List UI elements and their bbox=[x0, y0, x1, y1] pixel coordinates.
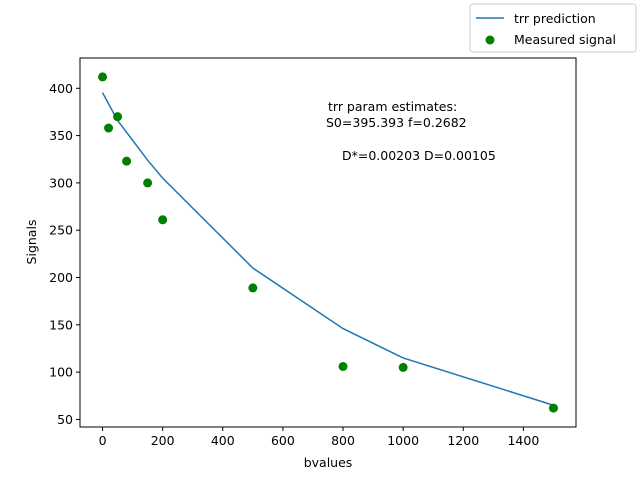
measured-point bbox=[338, 361, 348, 371]
axes-frame bbox=[79, 57, 577, 428]
y-tick-label: 50 bbox=[57, 412, 73, 427]
y-tick-label: 100 bbox=[49, 365, 73, 380]
x-axis-label: bvalues bbox=[304, 455, 353, 470]
annotation-line-2: S0=395.393 f=0.2682 bbox=[326, 115, 467, 130]
y-tick-label: 300 bbox=[49, 175, 73, 190]
x-tick-label: 200 bbox=[151, 433, 175, 448]
measured-point bbox=[104, 123, 114, 133]
x-tick-label: 1000 bbox=[387, 433, 419, 448]
x-tick-label: 1400 bbox=[507, 433, 539, 448]
legend-label-prediction: trr prediction bbox=[514, 11, 596, 26]
measured-point bbox=[98, 72, 108, 82]
legend: trr prediction Measured signal bbox=[469, 3, 637, 53]
x-tick-label: 600 bbox=[271, 433, 295, 448]
y-axis-label: Signals bbox=[24, 220, 39, 265]
ticks-layer: 0 200 400 600 800 1000 1200 1400 50 100 150 200 250 3… bbox=[49, 81, 539, 448]
measured-point bbox=[113, 112, 123, 122]
y-tick-label: 150 bbox=[49, 317, 73, 332]
measured-point bbox=[248, 283, 258, 293]
legend-label-measured: Measured signal bbox=[514, 32, 616, 47]
measured-point bbox=[122, 156, 132, 166]
annotation-line-1: trr param estimates: bbox=[328, 99, 457, 114]
y-tick-label: 200 bbox=[49, 270, 73, 285]
annotation-line-3: D*=0.00203 D=0.00105 bbox=[342, 148, 496, 163]
measured-point bbox=[158, 215, 168, 225]
y-tick-label: 400 bbox=[49, 81, 73, 96]
measured-point bbox=[143, 178, 153, 188]
x-tick-label: 400 bbox=[211, 433, 235, 448]
measured-point bbox=[548, 403, 558, 413]
x-tick-label: 1200 bbox=[447, 433, 479, 448]
x-tick-label: 0 bbox=[99, 433, 107, 448]
legend-marker-swatch bbox=[485, 35, 495, 45]
y-tick-label: 350 bbox=[49, 128, 73, 143]
x-tick-label: 800 bbox=[331, 433, 355, 448]
measured-point bbox=[398, 362, 408, 372]
prediction-line bbox=[101, 92, 554, 406]
series-layer bbox=[98, 72, 558, 413]
legend-box bbox=[469, 3, 637, 53]
y-tick-label: 250 bbox=[49, 223, 73, 238]
